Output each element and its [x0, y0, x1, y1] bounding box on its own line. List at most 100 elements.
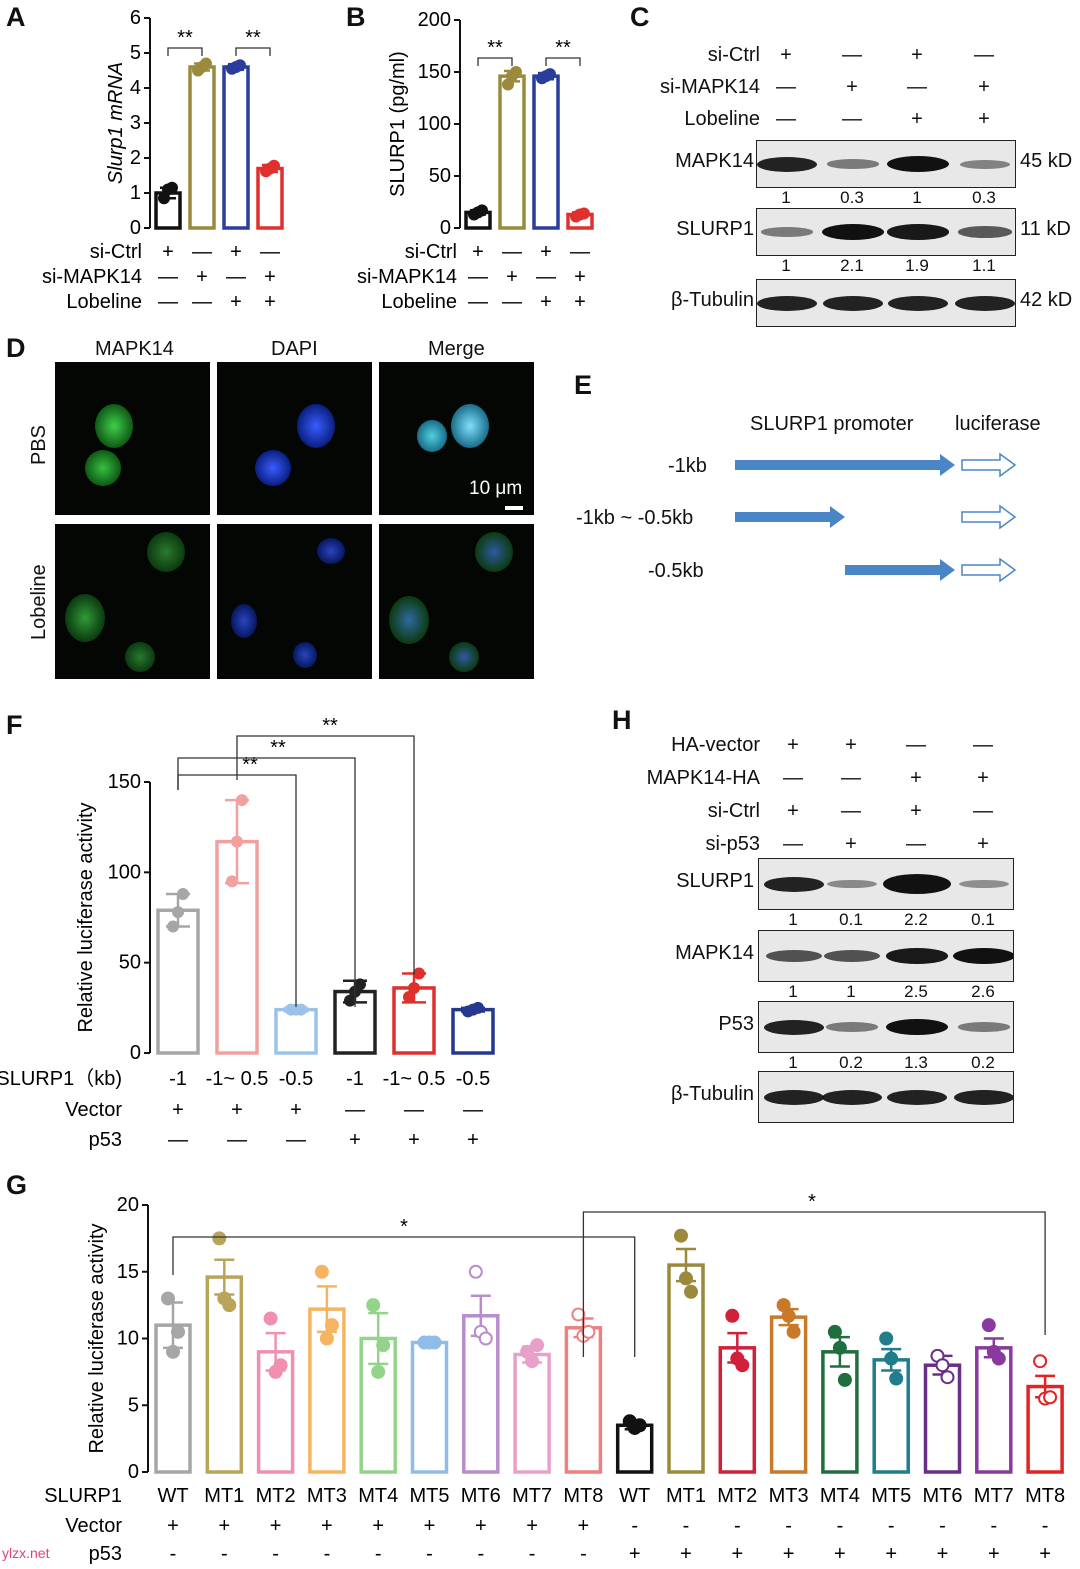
data-point — [991, 1351, 1006, 1366]
promoter-arrow-3 — [845, 559, 955, 581]
y-tick-label: 2 — [130, 147, 141, 169]
significance-label: ** — [242, 754, 258, 776]
significance-bracket — [172, 1236, 636, 1357]
blot-band — [763, 1089, 825, 1105]
significance-bracket — [235, 47, 271, 56]
y-axis-label: SLURP1 (pg/ml) — [387, 51, 409, 197]
significance-label: ** — [487, 37, 503, 59]
condition-mark: + — [834, 1543, 846, 1565]
significance-label: * — [808, 1191, 816, 1213]
x-tick-label: MT1 — [666, 1485, 706, 1507]
row-label-lobeline: Lobeline — [28, 564, 50, 640]
condition-mark: + — [264, 291, 276, 313]
category-row-label: SLURP1（kb) — [0, 1067, 122, 1090]
data-point — [674, 1228, 688, 1243]
condition-mark: + — [629, 1543, 641, 1565]
blot-band — [763, 876, 825, 892]
blot-image — [756, 208, 1016, 256]
data-point — [200, 57, 212, 70]
y-tick-label: 0 — [440, 217, 451, 239]
bar — [975, 1346, 1013, 1474]
condition-mark: + — [911, 44, 923, 66]
data-point — [884, 1351, 899, 1366]
x-tick-label: MT7 — [974, 1485, 1014, 1507]
bar — [821, 1350, 859, 1474]
blot-row-label: β-Tubulin — [670, 1083, 754, 1105]
significance-bracket — [477, 57, 513, 66]
y-tick-label: 20 — [117, 1194, 139, 1216]
x-tick-label: MT7 — [512, 1485, 552, 1507]
condition-mark: — — [974, 44, 994, 66]
blot-band — [886, 1089, 948, 1105]
blot-band — [766, 950, 822, 962]
data-point — [226, 875, 238, 888]
condition-mark: - — [477, 1543, 484, 1565]
data-point — [231, 835, 243, 848]
x-tick-label: MT4 — [358, 1485, 398, 1507]
condition-mark: — — [907, 76, 927, 98]
condition-label: Lobeline — [684, 108, 760, 130]
blot-band — [959, 159, 1011, 169]
x-tick-label: -1~ 0.5 — [383, 1068, 446, 1090]
condition-mark: + — [408, 1129, 420, 1151]
data-point — [940, 1370, 955, 1385]
condition-label: si-p53 — [705, 833, 760, 855]
significance-label: ** — [270, 737, 286, 759]
row-label-pbs: PBS — [28, 424, 50, 465]
condition-label: si-Ctrl — [405, 241, 457, 263]
condition-label: si-MAPK14 — [357, 266, 457, 288]
blot-band — [953, 1089, 1013, 1105]
data-point — [632, 1418, 647, 1433]
condition-mark: - — [785, 1515, 792, 1537]
y-tick-label: 3 — [130, 112, 141, 134]
condition-mark: — — [841, 767, 861, 789]
condition-label: Vector — [65, 1099, 122, 1121]
condition-mark: + — [977, 767, 989, 789]
significance-bracket — [582, 1211, 1046, 1357]
blot-band — [954, 295, 1015, 311]
blot-quant: 1 — [788, 910, 798, 929]
blot-band — [958, 1022, 1010, 1032]
data-point — [222, 1298, 237, 1313]
data-point — [679, 1271, 693, 1286]
blot-quant: 2.5 — [904, 982, 928, 1001]
panel-label-b: B — [346, 2, 366, 32]
x-tick-label: MT4 — [820, 1485, 860, 1507]
blot-band — [886, 948, 948, 964]
blot-band — [761, 227, 813, 237]
data-point — [268, 159, 280, 172]
y-tick-label: 0 — [130, 1042, 141, 1064]
condition-mark: - — [580, 1543, 587, 1565]
condition-mark: — — [158, 266, 178, 288]
significance-label: ** — [177, 27, 193, 49]
condition-mark: + — [885, 1543, 897, 1565]
image-lobeline-mapk14 — [55, 524, 210, 679]
data-point — [172, 906, 184, 919]
condition-mark: + — [467, 1129, 479, 1151]
condition-mark: + — [845, 734, 857, 756]
panel-label-f: F — [6, 710, 23, 740]
blot-band — [763, 1019, 825, 1035]
blot-band — [822, 295, 884, 311]
luciferase-header: luciferase — [955, 413, 1041, 435]
blot-quant: 1 — [912, 188, 922, 207]
blot-image — [758, 1001, 1014, 1053]
condition-mark: + — [218, 1515, 230, 1537]
condition-mark: + — [506, 266, 518, 288]
y-tick-label: 100 — [108, 861, 141, 883]
condition-mark: + — [424, 1515, 436, 1537]
condition-mark: + — [846, 76, 858, 98]
condition-mark: + — [270, 1515, 282, 1537]
data-point — [544, 68, 556, 81]
condition-mark: — — [842, 108, 862, 130]
x-tick-label: MT5 — [871, 1485, 911, 1507]
y-tick-label: 10 — [117, 1328, 139, 1350]
condition-mark: - — [734, 1515, 741, 1537]
data-point — [177, 888, 189, 901]
data-point — [314, 1264, 329, 1279]
blot-quant: 0.2 — [971, 1053, 995, 1072]
blot-band — [882, 874, 952, 894]
blot-band — [827, 159, 879, 169]
blot-quant: 1 — [781, 256, 791, 275]
blot-quant: 1 — [788, 982, 798, 1001]
